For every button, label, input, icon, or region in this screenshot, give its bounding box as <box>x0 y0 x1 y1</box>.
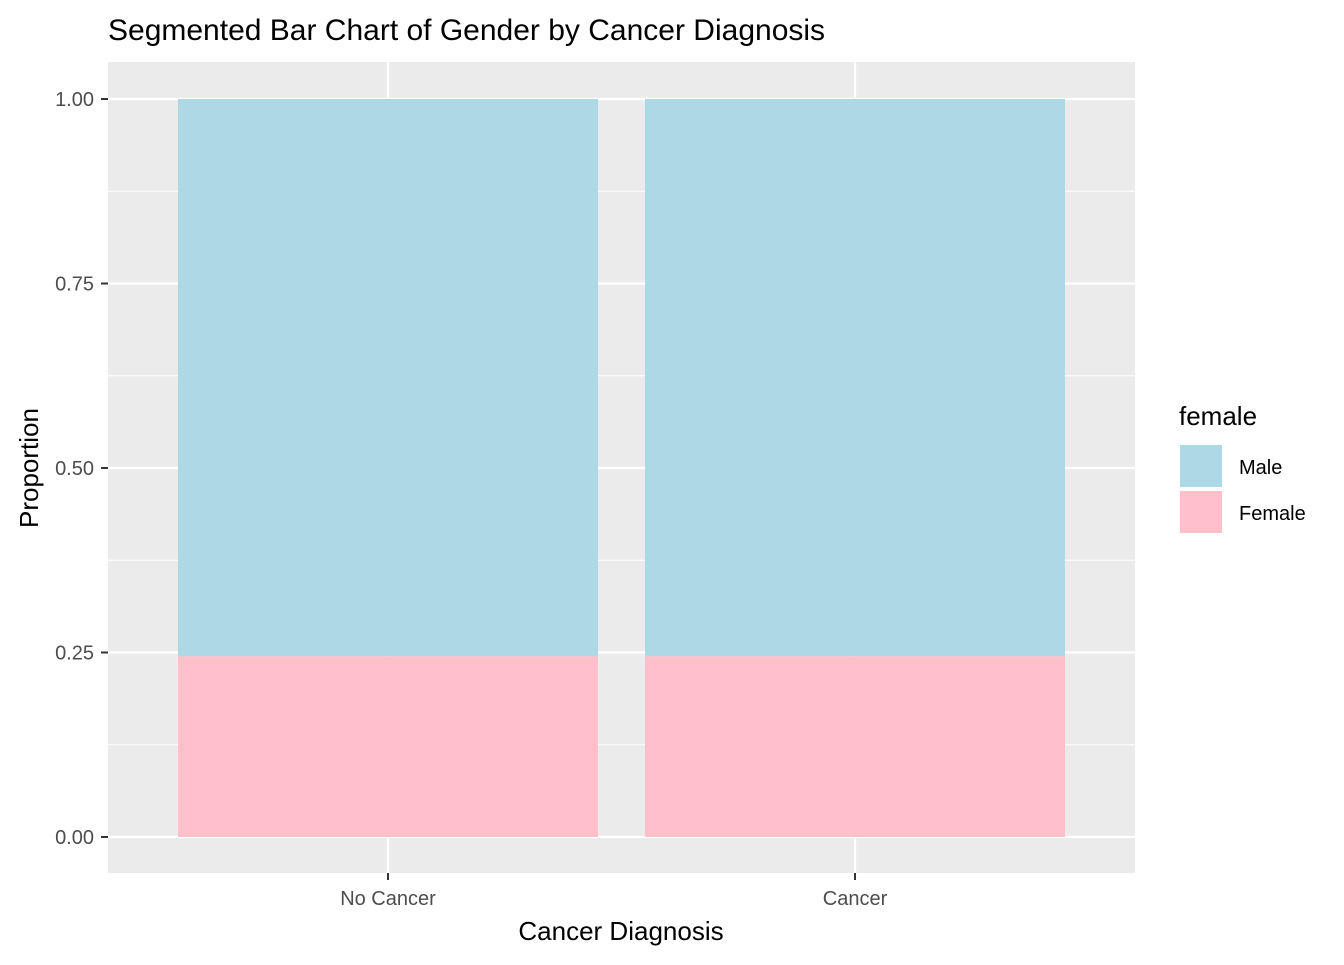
bars <box>178 99 1065 837</box>
legend: female Male Female <box>1178 401 1306 535</box>
legend-title: female <box>1179 401 1257 431</box>
y-tick-label: 0.75 <box>55 274 94 296</box>
y-axis-title: Proportion <box>14 408 44 528</box>
legend-label-male: Male <box>1239 457 1282 479</box>
y-tick-label: 0.25 <box>55 643 94 665</box>
legend-label-female: Female <box>1239 503 1306 525</box>
x-axis: No Cancer Cancer <box>340 873 888 910</box>
x-axis-title: Cancer Diagnosis <box>518 916 723 946</box>
legend-key-male <box>1178 443 1224 489</box>
y-tick-label: 1.00 <box>55 89 94 111</box>
bar-segment-female <box>178 656 598 837</box>
legend-key-female <box>1178 489 1224 535</box>
x-tick-label: Cancer <box>823 888 888 910</box>
y-axis: 0.00 0.25 0.50 0.75 1.00 <box>55 89 108 849</box>
bar-segment-male <box>645 99 1065 657</box>
bar-segment-male <box>178 99 598 657</box>
chart-title: Segmented Bar Chart of Gender by Cancer … <box>108 14 825 47</box>
bar-segment-female <box>645 656 1065 837</box>
y-tick-label: 0.00 <box>55 827 94 849</box>
x-tick-label: No Cancer <box>340 888 436 910</box>
y-tick-label: 0.50 <box>55 458 94 480</box>
